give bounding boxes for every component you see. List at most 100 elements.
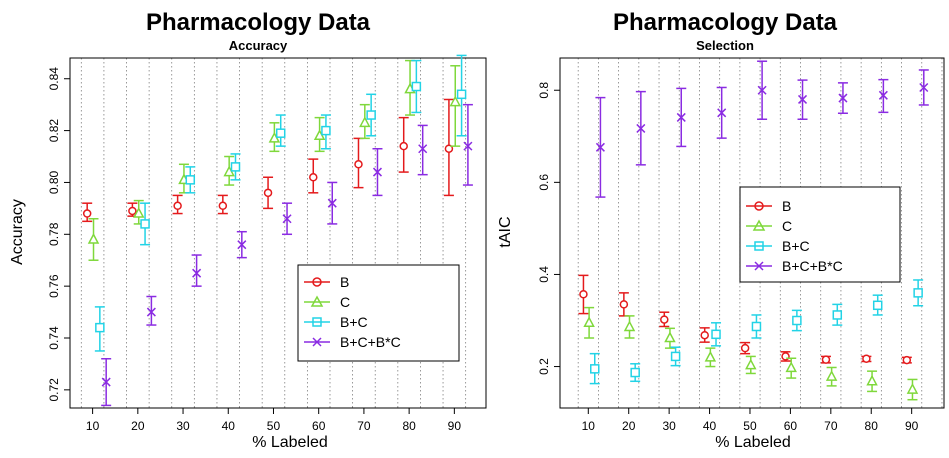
data-point [660,315,669,324]
data-point [173,201,182,211]
accuracy-panel: Pharmacology Data Accuracy % Labeled Acc… [9,9,487,451]
data-point [218,201,228,211]
data-point [757,85,767,95]
x-tick-label: 90 [905,419,919,433]
circle-marker-icon [754,201,764,211]
data-point [82,209,92,218]
data-point [623,320,636,332]
triangle-marker-icon [310,295,324,307]
x-tick-label: 80 [865,419,879,433]
data-point [456,89,467,100]
x-tick-label: 10 [86,419,100,433]
triangle-marker-icon [752,219,766,231]
x-marker-icon [754,261,764,271]
legend: B C B+C B+C+B*C [739,186,901,283]
selection-panel: Pharmacology Data Selection % Labeled tA… [497,9,945,451]
x-tick-label: 40 [222,419,236,433]
data-point [670,351,681,362]
data-point [636,123,646,133]
data-point [263,188,273,198]
x-tick-label: 60 [312,419,326,433]
x-tick-label: 80 [402,419,416,433]
data-point [878,90,888,100]
legend-label: B [340,274,349,290]
data-point [146,307,156,317]
y-tick-label: 0.6 [537,174,551,191]
legend-label: B+C+B*C [782,258,843,274]
data-point [919,82,929,93]
data-point [140,219,150,229]
legend-label: B+C [782,238,810,254]
data-point [700,330,709,340]
data-point [832,310,843,320]
y-tick-label: 0.4 [537,266,551,283]
data-point [717,108,727,118]
y-axis-label: tAIC [497,216,514,247]
data-point [862,354,871,363]
x-tick-label: 20 [622,419,636,433]
y-tick-label: 0.2 [537,358,551,375]
chart-title: Pharmacology Data [613,9,838,36]
x-tick-label: 90 [448,419,462,433]
data-point [372,167,383,177]
data-point [664,331,676,343]
plot-frame [559,57,945,409]
data-point [590,364,600,374]
data-point [132,206,145,218]
data-point [418,144,428,154]
legend: B C B+C B+C+B*C [297,264,460,362]
data-point [745,358,757,370]
data-point [797,94,808,104]
data-point [676,112,686,122]
x-tick-label: 40 [703,419,717,433]
x-tick-label: 70 [357,419,371,433]
data-point [275,128,286,138]
x-tick-label: 50 [743,419,757,433]
data-point [711,329,721,340]
data-point [740,343,750,353]
legend-item-b-plus-c: B+C [304,314,368,330]
y-tick-label: 0.78 [47,222,61,246]
chart-subtitle: Accuracy [229,38,288,53]
plot-area: 10 20 30 40 50 60 70 80 90 0.2 0.4 0.6 0.8 [537,57,945,433]
x-axis-label: % Labeled [715,434,791,451]
x-tick-label: 30 [176,419,190,433]
data-point [444,144,454,153]
data-point [399,141,408,151]
legend-item-b: B [746,198,791,214]
data-point [704,350,717,362]
square-marker-icon [312,317,322,327]
data-point [101,377,111,387]
data-point [128,206,137,216]
circle-marker-icon [312,277,322,287]
data-point [579,290,588,299]
x-tick-label: 60 [784,419,798,433]
legend-item-b-plus-c-plus-bc: B+C+B*C [304,334,401,350]
data-point [751,321,762,332]
x-axis-label: % Labeled [252,434,328,451]
data-point [463,141,473,151]
y-tick-label: 0.82 [47,119,61,143]
x-tick-label: 10 [582,419,596,433]
plot-frame [69,57,487,409]
legend-label: C [340,294,350,310]
x-tick-label: 50 [267,419,281,433]
y-tick-label: 0.8 [537,82,551,99]
data-point [282,214,292,224]
data-point [630,367,640,378]
y-tick-label: 0.80 [47,170,61,194]
legend-label: B+C [340,314,368,330]
data-point [411,81,422,92]
data-point [595,142,605,152]
data-point [87,232,100,244]
square-marker-icon [754,241,764,251]
y-tick-label: 0.76 [47,274,61,298]
data-point [321,125,331,136]
data-point [230,162,241,172]
x-tick-label: 70 [824,419,838,433]
legend-label: B+C+B*C [340,334,401,350]
data-point [309,173,318,182]
data-point [192,268,202,278]
legend-item-b-plus-c: B+C [746,238,810,254]
